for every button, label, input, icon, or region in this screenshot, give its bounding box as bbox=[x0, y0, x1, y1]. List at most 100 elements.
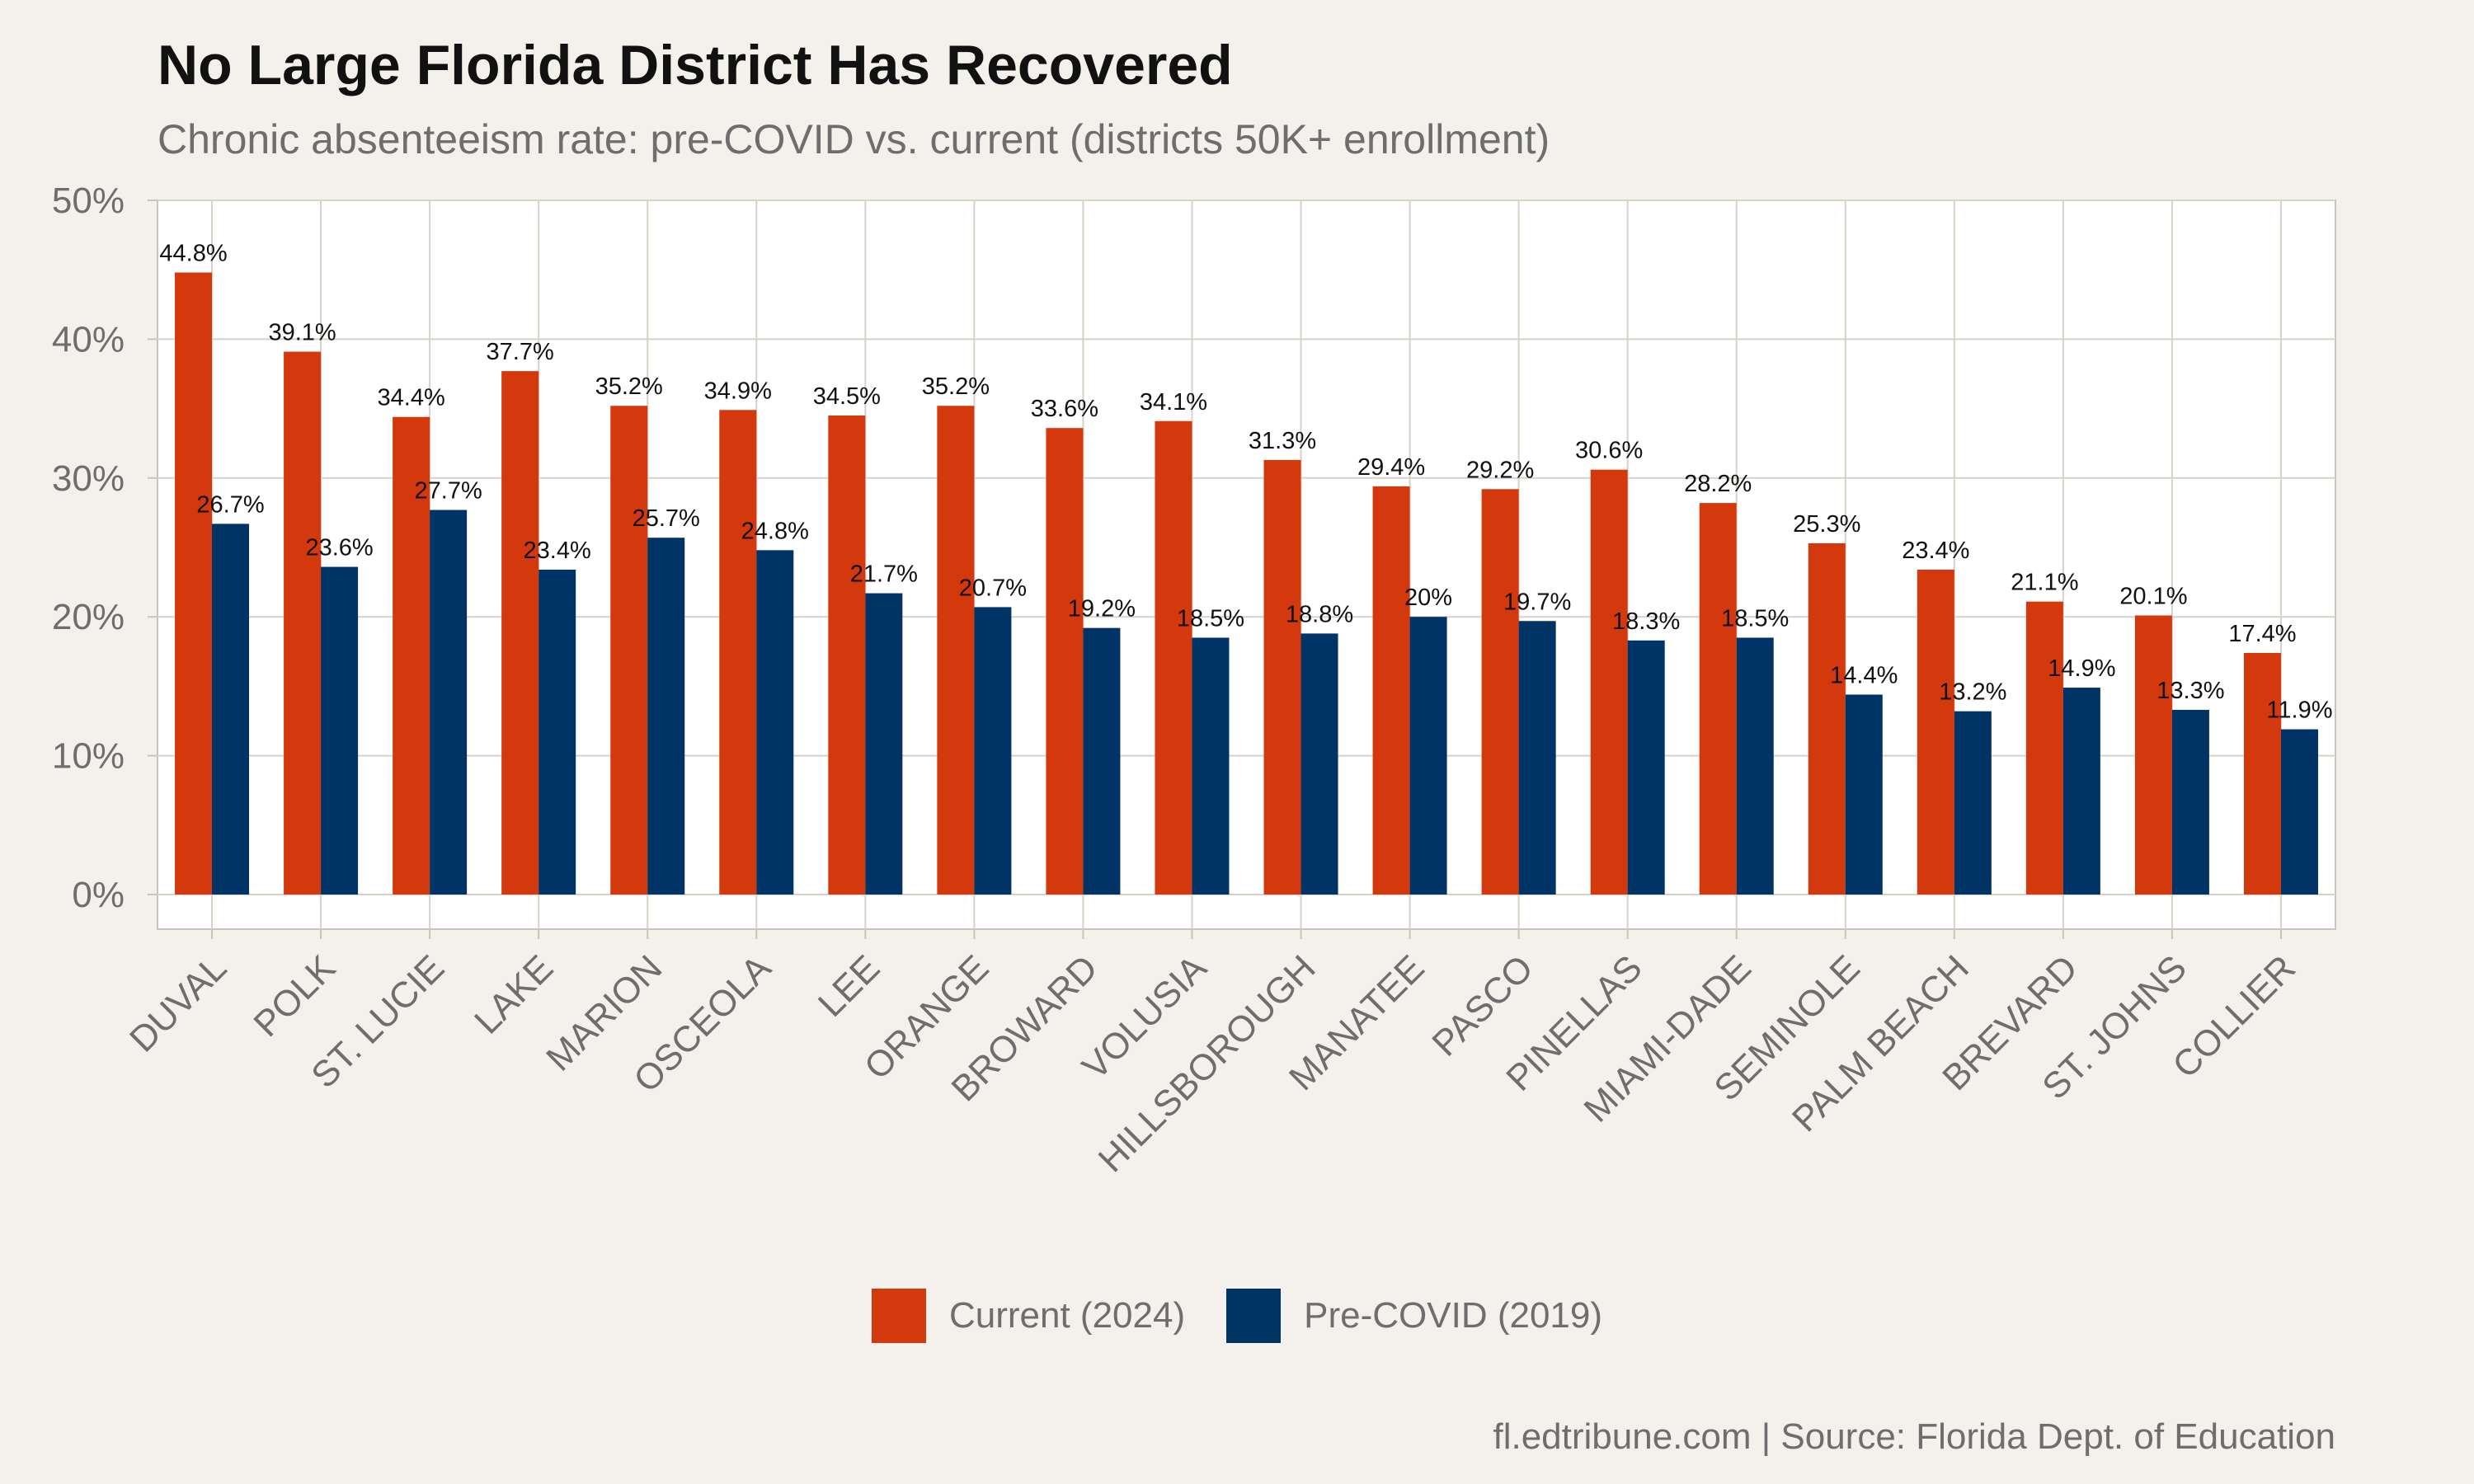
data-label-pre-covid: 20% bbox=[1404, 585, 1452, 611]
data-label-pre-covid: 13.2% bbox=[1939, 679, 2006, 706]
bar-current bbox=[393, 416, 430, 895]
y-tick-label: 30% bbox=[52, 458, 125, 499]
bar-pre-covid bbox=[1409, 617, 1447, 895]
bar-current bbox=[1155, 420, 1192, 895]
data-label-pre-covid: 13.3% bbox=[2157, 678, 2224, 704]
bar-pre-covid bbox=[1518, 621, 1556, 895]
bar-current bbox=[1808, 542, 1846, 895]
bar-current bbox=[284, 351, 322, 895]
y-tick-label: 20% bbox=[52, 597, 125, 637]
bar-current bbox=[1372, 486, 1410, 895]
data-label-pre-covid: 20.7% bbox=[959, 575, 1027, 601]
data-label-current: 29.4% bbox=[1357, 454, 1425, 481]
x-tick-label: POLK bbox=[246, 947, 343, 1045]
bar-pre-covid bbox=[212, 524, 250, 895]
y-tick-label: 40% bbox=[52, 319, 125, 359]
data-label-current: 20.1% bbox=[2119, 584, 2187, 610]
legend-swatch-pre-covid bbox=[1226, 1289, 1282, 1343]
x-tick-label: LEE bbox=[811, 947, 887, 1024]
legend-label-pre-covid: Pre-COVID (2019) bbox=[1304, 1295, 1603, 1336]
legend: Current (2024) Pre-COVID (2019) bbox=[0, 1289, 2474, 1343]
bar-pre-covid bbox=[1300, 633, 1338, 895]
data-label-pre-covid: 19.2% bbox=[1068, 596, 1136, 622]
bar-current bbox=[1590, 469, 1628, 895]
bar-pre-covid bbox=[2171, 710, 2209, 895]
bar-current bbox=[1481, 489, 1519, 895]
data-label-current: 31.3% bbox=[1249, 428, 1316, 454]
data-label-current: 29.2% bbox=[1466, 457, 1534, 483]
bar-pre-covid bbox=[865, 593, 903, 895]
data-label-current: 37.7% bbox=[487, 339, 554, 365]
legend-item-pre-covid: Pre-COVID (2019) bbox=[1226, 1289, 1602, 1343]
chart-subtitle: Chronic absenteeism rate: pre-COVID vs. … bbox=[158, 116, 1550, 162]
data-label-current: 39.1% bbox=[268, 320, 336, 346]
data-label-pre-covid: 23.6% bbox=[305, 535, 373, 561]
data-label-pre-covid: 18.3% bbox=[1612, 608, 1680, 635]
bar-current bbox=[828, 416, 866, 895]
bar-current bbox=[175, 272, 213, 895]
bar-current bbox=[501, 371, 539, 895]
data-label-pre-covid: 26.7% bbox=[196, 491, 264, 518]
data-label-current: 33.6% bbox=[1031, 396, 1098, 422]
x-tick-label: LAKE bbox=[467, 947, 561, 1041]
bar-current bbox=[2243, 652, 2281, 895]
bar-current bbox=[2134, 615, 2172, 895]
legend-item-current: Current (2024) bbox=[871, 1289, 1186, 1343]
bar-pre-covid bbox=[539, 569, 576, 895]
data-label-pre-covid: 23.4% bbox=[524, 538, 591, 564]
data-label-current: 34.5% bbox=[813, 383, 881, 410]
y-tick-label: 0% bbox=[72, 875, 125, 915]
bar-pre-covid bbox=[1954, 711, 1992, 895]
data-label-current: 30.6% bbox=[1575, 438, 1643, 464]
bar-pre-covid bbox=[1845, 694, 1883, 895]
bar-pre-covid bbox=[1083, 627, 1121, 895]
data-label-pre-covid: 19.7% bbox=[1503, 589, 1571, 615]
bar-current bbox=[1046, 428, 1084, 895]
bar-pre-covid bbox=[321, 566, 359, 895]
data-label-current: 21.1% bbox=[2011, 570, 2078, 596]
bar-pre-covid bbox=[1192, 637, 1230, 895]
bar-pre-covid bbox=[1736, 637, 1774, 895]
data-label-current: 28.2% bbox=[1684, 471, 1752, 497]
data-label-pre-covid: 21.7% bbox=[850, 561, 918, 588]
y-tick-label: 10% bbox=[52, 736, 125, 777]
data-label-current: 35.2% bbox=[922, 373, 990, 400]
bar-pre-covid bbox=[647, 538, 685, 895]
bar-pre-covid bbox=[2062, 688, 2100, 895]
data-label-pre-covid: 27.7% bbox=[415, 478, 482, 505]
data-label-pre-covid: 14.4% bbox=[1830, 663, 1898, 689]
bar-current bbox=[1263, 459, 1301, 895]
bar-pre-covid bbox=[1627, 640, 1665, 895]
data-label-pre-covid: 25.7% bbox=[633, 505, 700, 532]
data-label-current: 17.4% bbox=[2228, 621, 2296, 647]
bar-current bbox=[1917, 569, 1954, 895]
bar-pre-covid bbox=[756, 550, 794, 895]
data-label-current: 23.4% bbox=[1902, 538, 1969, 564]
source-caption: fl.edtribune.com | Source: Florida Dept.… bbox=[1493, 1416, 2335, 1457]
data-label-current: 34.9% bbox=[704, 378, 772, 404]
data-label-current: 25.3% bbox=[1793, 511, 1860, 538]
y-tick-label: 50% bbox=[52, 181, 125, 221]
data-label-pre-covid: 24.8% bbox=[741, 518, 809, 544]
legend-label-current: Current (2024) bbox=[948, 1295, 1186, 1336]
bar-current bbox=[937, 406, 975, 895]
bar-pre-covid bbox=[2280, 729, 2318, 895]
data-label-current: 44.8% bbox=[159, 241, 227, 267]
bar-pre-covid bbox=[974, 607, 1012, 895]
data-label-current: 35.2% bbox=[595, 373, 663, 400]
legend-swatch-current bbox=[871, 1289, 926, 1343]
bar-current bbox=[610, 406, 648, 895]
data-label-current: 34.1% bbox=[1140, 389, 1207, 416]
data-label-pre-covid: 18.5% bbox=[1177, 605, 1244, 632]
data-label-pre-covid: 11.9% bbox=[2266, 697, 2332, 724]
bar-current bbox=[1699, 503, 1737, 895]
bar-current bbox=[2025, 601, 2063, 895]
plot-panel bbox=[157, 200, 2336, 930]
x-tick-label: DUVAL bbox=[122, 947, 234, 1059]
chart-title: No Large Florida District Has Recovered bbox=[158, 34, 1233, 96]
data-label-current: 34.4% bbox=[378, 385, 445, 411]
data-label-pre-covid: 18.8% bbox=[1286, 601, 1353, 627]
bar-pre-covid bbox=[430, 510, 468, 895]
data-label-pre-covid: 14.9% bbox=[2048, 655, 2115, 682]
